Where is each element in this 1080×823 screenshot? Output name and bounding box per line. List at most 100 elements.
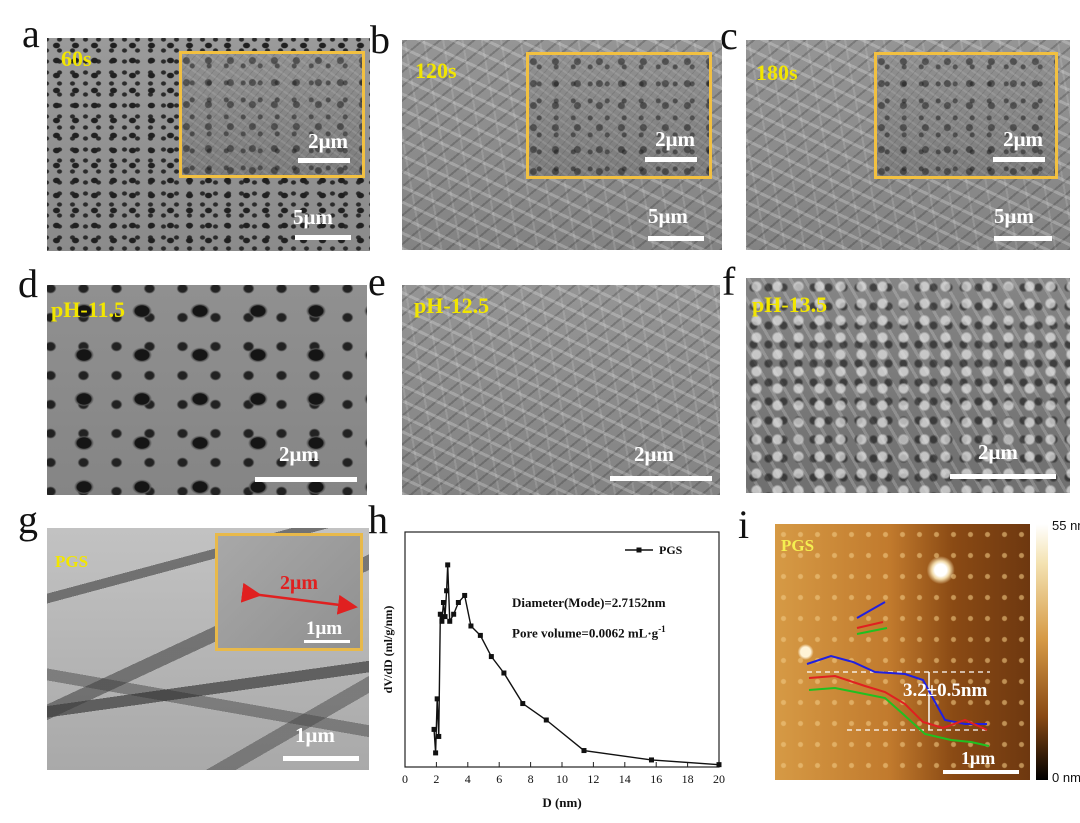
data-point	[440, 600, 446, 605]
data-point	[520, 701, 526, 707]
scale-bar-e	[610, 476, 712, 481]
x-tick-label: 10	[556, 772, 568, 786]
label-b: 120s	[415, 58, 457, 83]
inset-scale-text-a: 2μm	[308, 129, 348, 153]
inset-scale-text-g: 1μm	[306, 618, 343, 639]
x-tick-label: 14	[619, 772, 631, 786]
label-a: 60s	[61, 46, 92, 71]
chart-annotation-diameter: Diameter(Mode)=2.7152nm	[512, 595, 666, 610]
panel-letter-h: h	[368, 497, 388, 542]
scale-text-c: 5μm	[994, 204, 1034, 228]
x-tick-label: 0	[402, 772, 408, 786]
data-point	[434, 696, 440, 702]
inset-scale-text-b: 2μm	[655, 127, 695, 151]
inset-box-g: 2μm 1μm	[215, 533, 363, 651]
data-point	[451, 611, 457, 617]
panel-letter-f: f	[722, 259, 736, 304]
panel-letter-e: e	[368, 259, 386, 304]
scale-bar-g	[283, 756, 359, 761]
short-profile-blue	[856, 601, 886, 619]
short-profile-green	[856, 627, 888, 635]
x-tick-label: 4	[465, 772, 471, 786]
height-profile-blue	[806, 654, 987, 725]
data-point	[543, 717, 549, 723]
afm-image-i: PGS 3.2±0.5nm 1μm	[775, 524, 1030, 780]
label-f: pH-13.5	[752, 292, 828, 317]
chart-annotation-porevolume-exponent: -1	[658, 624, 666, 634]
inset-box-a: 2μm	[179, 51, 365, 178]
label-e: pH-12.5	[414, 293, 490, 318]
scale-text-i: 1μm	[961, 748, 996, 768]
afm-colorbar	[1036, 524, 1048, 780]
scale-bar-c	[994, 236, 1052, 241]
sem-image-e: pH-12.5 2μm	[402, 285, 720, 495]
panel-letter-a: a	[22, 11, 40, 56]
inset-scale-bar-g	[304, 640, 350, 643]
data-point	[462, 592, 468, 598]
sem-image-a: 60s 2μm 5μm	[47, 38, 370, 251]
label-d: pH-11.5	[51, 297, 125, 322]
data-point	[442, 614, 448, 620]
scale-bar-b	[648, 236, 704, 241]
panel-letter-b: b	[370, 17, 390, 62]
tem-image-g: PGS 2μm 1μm 1μm	[47, 528, 369, 770]
inset-scale-bar-a	[298, 158, 350, 163]
scale-bar-d	[255, 477, 357, 482]
scale-text-e: 2μm	[634, 442, 674, 466]
inset-box-b: 2μm	[526, 52, 712, 179]
sem-image-f: pH-13.5 2μm	[746, 278, 1070, 493]
legend-label: PGS	[659, 543, 683, 557]
inset-scale-text-c: 2μm	[1003, 127, 1043, 151]
x-axis-label: D (nm)	[542, 795, 581, 810]
sem-image-b: 120s 2μm 5μm	[402, 40, 722, 250]
data-point	[437, 611, 443, 617]
label-i: PGS	[781, 536, 815, 555]
data-point	[444, 588, 450, 594]
scale-text-a: 5μm	[293, 205, 333, 229]
data-point	[648, 757, 654, 763]
inset-scale-bar-c	[993, 157, 1045, 162]
pore-size-chart: 0 2 4 6 8 10 12 14 16 18 20 D (nm) dV/dD (ml/g/nm) P…	[381, 531, 725, 810]
data-point	[716, 762, 722, 768]
height-profile-red	[808, 674, 988, 731]
data-point	[488, 654, 494, 660]
data-point	[447, 618, 453, 624]
afm-profiles	[806, 601, 990, 747]
x-tick-label: 6	[496, 772, 502, 786]
colorbar-min-label: 0 nm	[1052, 770, 1080, 785]
height-annotation: 3.2±0.5nm	[903, 680, 988, 701]
scale-text-d: 2μm	[279, 442, 319, 466]
scale-bar-i	[943, 770, 1019, 774]
chart-annotation-porevolume-text: Pore volume=0.0062 mL·g	[512, 625, 659, 641]
x-tick-label: 16	[650, 772, 662, 786]
x-tick-label: 2	[433, 772, 439, 786]
inset-measure-text-g: 2μm	[280, 572, 318, 594]
data-point	[501, 670, 507, 676]
y-axis-label: dV/dD (ml/g/nm)	[381, 606, 395, 694]
inset-measure-arrow	[240, 582, 358, 615]
scale-bar-a	[295, 235, 351, 240]
label-g: PGS	[55, 552, 89, 571]
x-tick-label: 12	[587, 772, 599, 786]
short-profile-red	[856, 621, 884, 629]
data-point	[439, 618, 445, 624]
data-point	[581, 748, 587, 754]
legend-marker	[636, 547, 642, 553]
scale-text-b: 5μm	[648, 204, 688, 228]
panel-letter-g: g	[18, 497, 38, 542]
scale-text-g: 1μm	[295, 723, 335, 747]
scale-text-f: 2μm	[978, 440, 1018, 464]
inset-scale-bar-b	[645, 157, 697, 162]
data-point	[445, 562, 451, 568]
inset-box-c: 2μm	[874, 52, 1058, 179]
sem-image-d: pH-11.5 2μm	[47, 285, 367, 495]
data-point	[477, 632, 483, 638]
x-tick-label: 20	[713, 772, 725, 786]
plot-frame	[404, 531, 720, 768]
data-point	[431, 726, 437, 732]
data-point	[436, 733, 442, 739]
colorbar-max-label: 55 nm	[1052, 518, 1080, 533]
data-point	[433, 750, 439, 756]
panel-letter-i: i	[738, 502, 750, 547]
chart-annotation-porevolume: Pore volume=0.0062 mL·g-1	[512, 624, 666, 641]
